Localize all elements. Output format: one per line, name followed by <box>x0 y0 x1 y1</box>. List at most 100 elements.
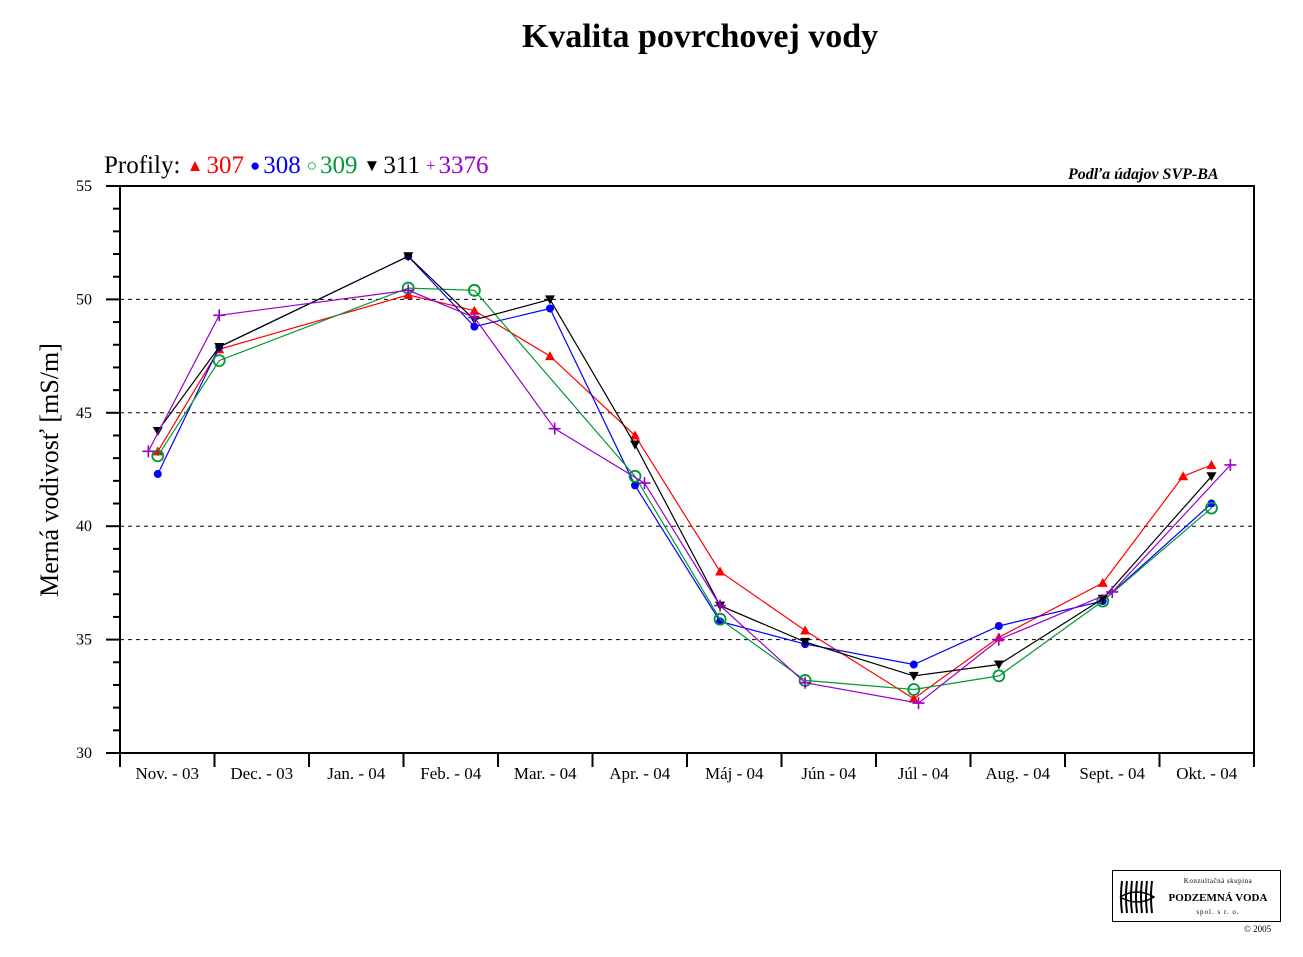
grid-layer <box>120 298 1254 641</box>
data-point <box>545 304 554 313</box>
legend-marker-icon: ▼ <box>363 156 381 175</box>
copyright: © 2005 <box>1244 924 1272 934</box>
series-line <box>157 294 1212 700</box>
x-tick-label: Jan. - 04 <box>327 764 386 783</box>
series-3376 <box>142 284 1237 710</box>
data-point <box>403 252 414 262</box>
logo-line-3: spol. s r. o. <box>1196 908 1240 916</box>
y-tick-label: 45 <box>76 405 92 422</box>
data-point <box>714 599 727 612</box>
data-point <box>908 671 919 681</box>
legend-label: 311 <box>383 152 420 179</box>
data-point <box>908 693 919 703</box>
legend-label: 309 <box>320 152 358 179</box>
data-point <box>153 470 162 479</box>
tick-layer: 30 35 40 45 50 55 Nov. - 03 Dec. - 03 Jan. - 04 F… <box>76 178 1255 783</box>
y-tick-label: 30 <box>76 745 92 762</box>
series-layer <box>142 252 1237 710</box>
data-point <box>993 660 1004 670</box>
data-point <box>800 625 811 635</box>
series-line <box>157 255 1212 677</box>
series-308 <box>153 252 1216 669</box>
data-point <box>468 311 481 324</box>
plot-frame <box>119 185 1255 754</box>
y-tick-label: 40 <box>76 518 92 535</box>
x-tick-label: Sept. - 04 <box>1079 764 1145 783</box>
data-point <box>544 351 555 361</box>
data-point <box>1205 501 1218 515</box>
data-point <box>151 449 165 463</box>
data-point <box>631 481 640 490</box>
y-tick-label: 50 <box>76 291 92 308</box>
data-point <box>402 284 415 297</box>
data-point <box>912 697 925 710</box>
data-point <box>713 612 727 626</box>
x-tick-label: Jún - 04 <box>801 764 856 783</box>
data-point <box>994 621 1003 630</box>
data-point <box>1206 472 1217 482</box>
legend-item: +3376 <box>426 152 489 179</box>
data-point <box>1097 577 1108 587</box>
x-tick-label: Nov. - 03 <box>135 764 199 783</box>
logo-line-2: PODZEMNÁ VODA <box>1168 892 1268 904</box>
data-point <box>628 469 642 483</box>
series-309 <box>151 281 1218 696</box>
logo-line-1: Konzultačná skupina <box>1183 877 1253 885</box>
x-tick-label: Dec. - 03 <box>230 764 293 783</box>
y-tick-label: 35 <box>76 632 92 649</box>
data-point <box>1106 585 1119 598</box>
legend-marker-icon: + <box>425 156 436 175</box>
y-tick-label: 55 <box>76 178 92 195</box>
data-point <box>992 669 1006 683</box>
x-tick-label: Júl - 04 <box>898 764 950 783</box>
legend-label: 308 <box>263 152 301 179</box>
chart-title: Kvalita povrchovej vody <box>521 18 879 55</box>
data-point <box>152 426 163 436</box>
data-point <box>907 683 921 696</box>
data-point <box>630 430 641 440</box>
company-logo: Konzultačná skupina PODZEMNÁ VODA spol. … <box>1112 870 1281 922</box>
data-point <box>214 343 225 353</box>
logo-mark-icon <box>1119 880 1156 914</box>
data-point <box>142 445 155 458</box>
x-tick-label: Mar. - 04 <box>514 764 577 783</box>
legend-item: ● 308 <box>250 152 301 179</box>
legend-item: ○ 309 <box>307 152 358 179</box>
legend-items: ▲ 307 ● 308 ○ 309 ▼ 311 +3376 <box>187 152 495 179</box>
legend-prefix: Profily: <box>104 152 181 179</box>
x-tick-label: Aug. - 04 <box>985 764 1050 783</box>
data-point <box>212 354 226 368</box>
data-point <box>470 322 479 331</box>
y-axis-label: Merná vodivosť [mS/m] <box>35 343 64 597</box>
series-line <box>157 255 1212 666</box>
data-point <box>638 477 651 490</box>
source-note: Podľa údajov SVP-BA <box>1068 166 1219 183</box>
data-point <box>1206 459 1217 469</box>
x-tick-label: Máj - 04 <box>705 764 764 783</box>
legend: Profily: ▲ 307 ● 308 ○ 309 ▼ 311 +3376 <box>104 152 495 180</box>
x-tick-label: Feb. - 04 <box>420 764 481 783</box>
data-point <box>548 422 561 435</box>
data-point <box>469 305 480 315</box>
series-line <box>157 287 1212 691</box>
data-point <box>909 660 918 669</box>
x-tick-label: Okt. - 04 <box>1176 764 1237 783</box>
data-point <box>544 295 555 305</box>
data-point <box>1224 458 1237 471</box>
series-307 <box>152 289 1217 703</box>
data-point <box>213 309 226 322</box>
series-line <box>147 289 1231 704</box>
series-311 <box>152 252 1217 681</box>
legend-label: 307 <box>206 152 244 179</box>
legend-marker-icon: ● <box>249 156 261 175</box>
legend-marker-icon: ○ <box>306 156 318 175</box>
data-point <box>715 566 726 576</box>
legend-label: 3376 <box>438 152 489 179</box>
data-point <box>630 440 641 450</box>
data-point <box>800 637 811 647</box>
data-point <box>1178 471 1189 481</box>
data-point <box>992 633 1005 646</box>
legend-item: ▲ 307 <box>187 152 244 179</box>
legend-marker-icon: ▲ <box>186 156 204 175</box>
